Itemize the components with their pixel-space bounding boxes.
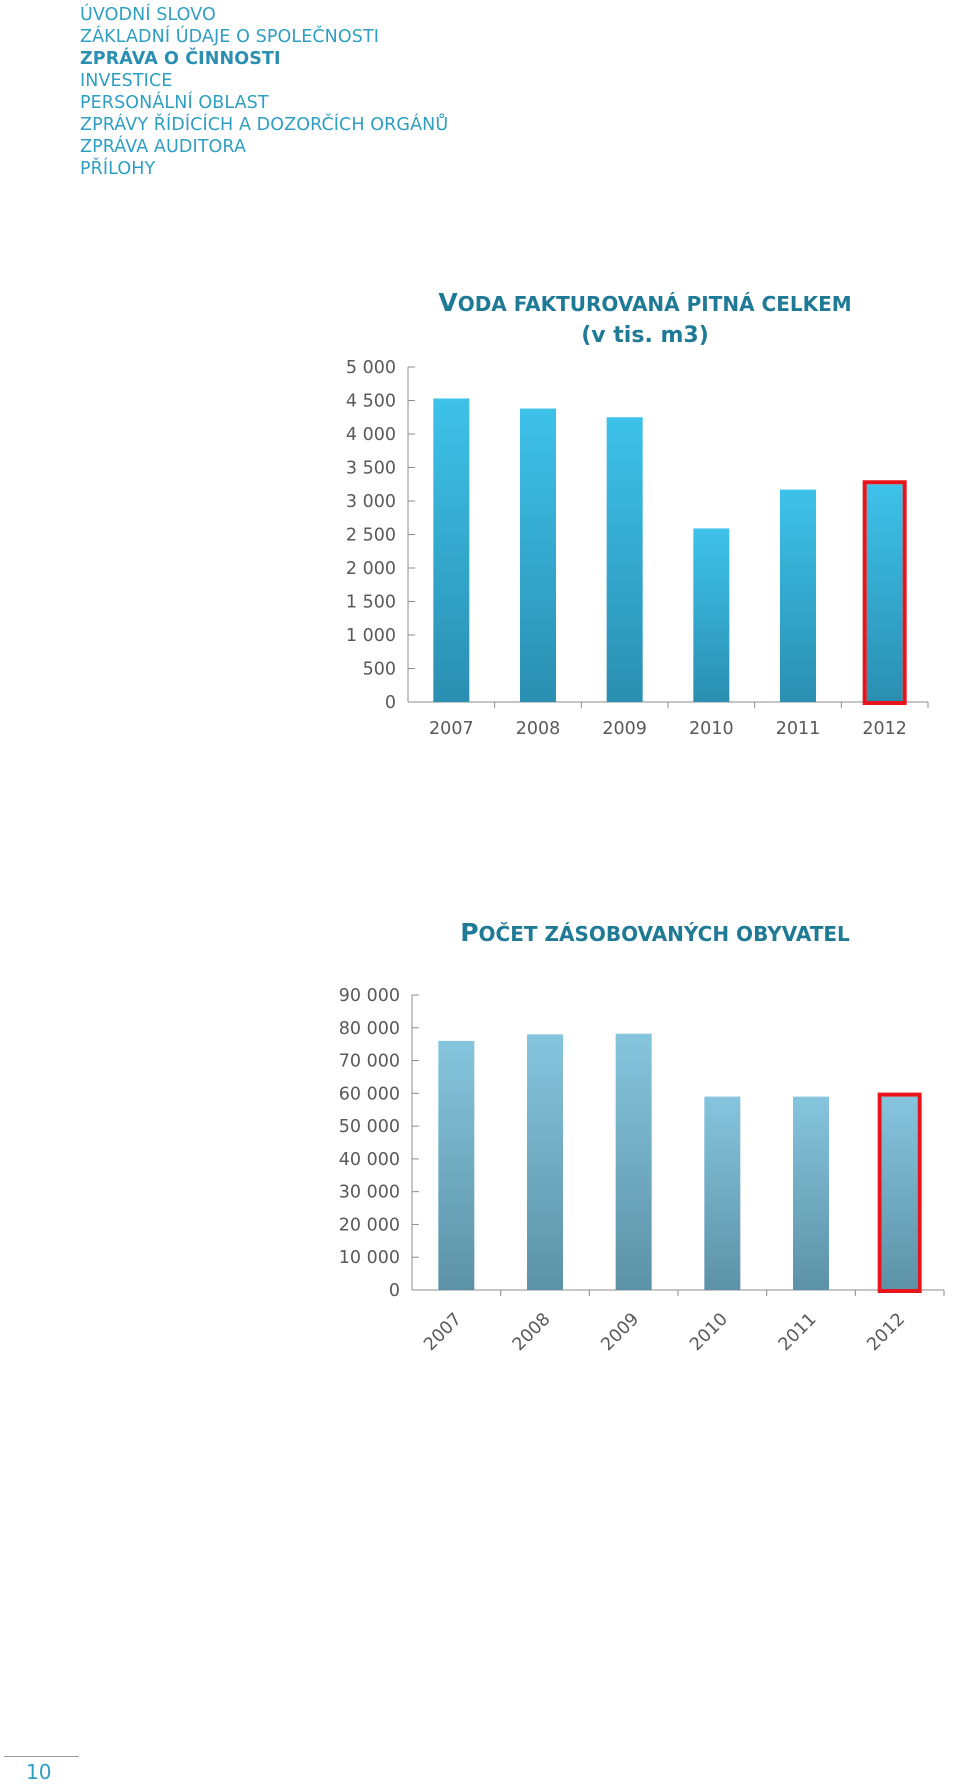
- bar-2010: [693, 528, 730, 702]
- toc-item-prilohy[interactable]: PŘÍLOHY: [80, 159, 156, 179]
- y-tick-label: 1 000: [346, 626, 396, 646]
- bar-2010: [704, 1096, 741, 1290]
- y-tick-label: 3 000: [346, 492, 396, 512]
- footer-rule: [4, 1756, 79, 1757]
- bar-2008: [520, 408, 556, 702]
- chart1-title-cap: V: [438, 288, 458, 317]
- y-tick-label: 4 000: [346, 425, 396, 445]
- bar-2012: [881, 1096, 918, 1290]
- x-tick-label: 2009: [602, 719, 647, 739]
- x-tick-label: 2010: [689, 719, 734, 739]
- y-tick-label: 30 000: [339, 1183, 400, 1203]
- y-tick-label: 80 000: [339, 1019, 400, 1039]
- y-tick-label: 500: [363, 660, 396, 680]
- y-tick-label: 0: [385, 693, 396, 713]
- chart1-title-rest: ODA FAKTUROVANÁ PITNÁ CELKEM: [457, 292, 852, 316]
- bar-2011: [793, 1096, 829, 1290]
- page-number: 10: [26, 1760, 52, 1784]
- x-tick-label: 2012: [862, 719, 907, 739]
- x-tick-label: 2008: [516, 719, 561, 739]
- bar-2009: [615, 1033, 652, 1290]
- x-tick-label: 2011: [775, 1309, 821, 1355]
- toc-item-zprava-auditora[interactable]: ZPRÁVA AUDITORA: [80, 137, 247, 157]
- y-tick-label: 40 000: [339, 1150, 400, 1170]
- bar-2012: [866, 484, 903, 702]
- y-tick-label: 1 500: [346, 593, 396, 613]
- toc-item-uvodni-slovo[interactable]: ÚVODNÍ SLOVO: [80, 5, 216, 25]
- y-tick-label: 90 000: [339, 986, 400, 1006]
- y-tick-label: 0: [389, 1281, 400, 1301]
- highlight-frame: [877, 1092, 922, 1293]
- x-tick-label: 2008: [509, 1309, 555, 1355]
- x-tick-label: 2011: [776, 719, 821, 739]
- y-tick-label: 20 000: [339, 1215, 400, 1235]
- chart1-title-unit: (v tis. m3): [581, 323, 709, 348]
- y-tick-label: 4 500: [346, 392, 396, 412]
- y-tick-label: 70 000: [339, 1052, 400, 1072]
- bar-2009: [606, 417, 643, 702]
- x-tick-label: 2012: [864, 1309, 910, 1355]
- y-tick-label: 50 000: [339, 1117, 400, 1137]
- toc-item-zakladni-udaje[interactable]: ZÁKLADNÍ ÚDAJE O SPOLEČNOSTI: [80, 27, 380, 47]
- y-tick-label: 5 000: [346, 358, 396, 378]
- toc-item-zprava-o-cinnosti[interactable]: ZPRÁVA O ČINNOSTI: [80, 49, 281, 69]
- chart1-water-billed: 0 500 1 000 1 500 2 000 2 500 3 000 3 500 4 000 4…: [346, 358, 929, 739]
- chart2-population-supplied: 0 10 000 20 000 30 000 40 000 50 000 60 000 70 …: [339, 986, 945, 1355]
- chart1-title: VODA FAKTUROVANÁ PITNÁ CELKEM (v tis. m3…: [410, 288, 880, 351]
- chart2-title-cap: P: [460, 918, 479, 947]
- bar-2011: [780, 489, 816, 702]
- x-tick-label: 2007: [429, 719, 474, 739]
- toc-item-investice[interactable]: INVESTICE: [80, 71, 173, 91]
- chart2-title: POČET ZÁSOBOVANÝCH OBYVATEL: [420, 918, 890, 951]
- y-tick-label: 3 500: [346, 459, 396, 479]
- bar-2007: [438, 1040, 475, 1290]
- bar-2008: [527, 1034, 563, 1290]
- y-tick-label: 2 500: [346, 526, 396, 546]
- chart2-title-rest: OČET ZÁSOBOVANÝCH OBYVATEL: [478, 922, 850, 946]
- x-tick-label: 2009: [598, 1309, 644, 1355]
- x-tick-label: 2010: [686, 1309, 732, 1355]
- toc-item-zpravy-organu[interactable]: ZPRÁVY ŘÍDÍCÍCH A DOZORČÍCH ORGÁNŮ: [80, 115, 449, 135]
- table-of-contents: ÚVODNÍ SLOVO ZÁKLADNÍ ÚDAJE O SPOLEČNOST…: [80, 4, 448, 180]
- highlight-frame: [862, 480, 907, 705]
- y-tick-label: 10 000: [339, 1248, 400, 1268]
- y-tick-label: 60 000: [339, 1084, 400, 1104]
- toc-item-personalni-oblast[interactable]: PERSONÁLNÍ OBLAST: [80, 93, 269, 113]
- x-tick-label: 2007: [420, 1309, 466, 1355]
- y-tick-label: 2 000: [346, 559, 396, 579]
- bar-2007: [433, 398, 470, 702]
